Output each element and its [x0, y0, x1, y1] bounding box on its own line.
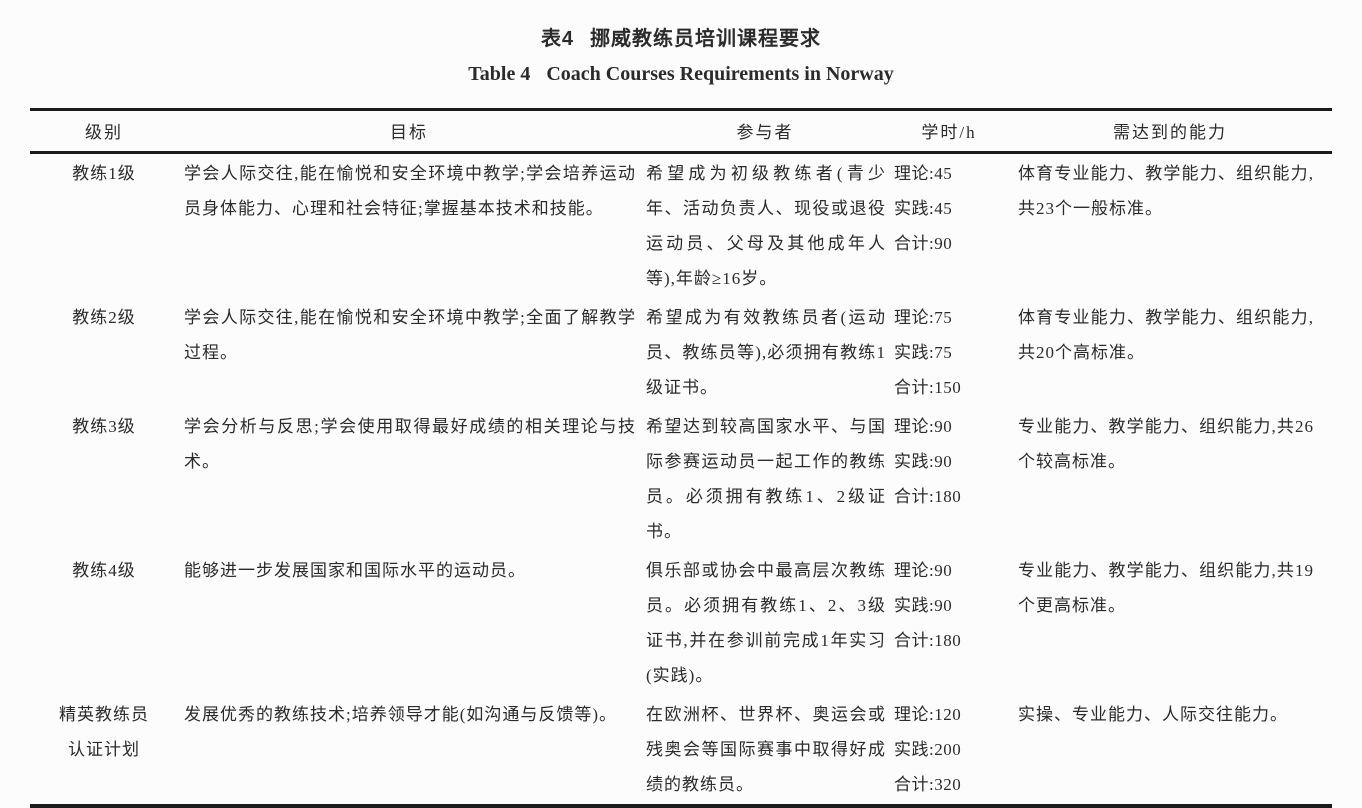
table-caption: 表4 挪威教练员培训课程要求 Table 4 Coach Courses Requi…	[30, 26, 1332, 87]
document-page: 表4 挪威教练员培训课程要求 Table 4 Coach Courses Requi…	[30, 26, 1332, 808]
cell-level: 教练4级	[72, 561, 136, 580]
cell-goal: 能够进一步发展国家和国际水平的运动员。	[184, 561, 526, 580]
column-header-competency: 需达到的能力	[1008, 109, 1332, 154]
cell-competency: 专业能力、教学能力、组织能力,共26个较高标准。	[1018, 417, 1314, 471]
table-title-en: Coach Courses Requirements in Norway	[546, 63, 894, 85]
table-caption-cn: 表4 挪威教练员培训课程要求	[30, 26, 1332, 52]
cell-goal: 发展优秀的教练技术;培养领导才能(如沟通与反馈等)。	[184, 705, 618, 724]
cell-level: 教练1级	[72, 164, 136, 183]
cell-level: 精英教练员 认证计划	[59, 705, 149, 759]
table-number-en: Table 4	[468, 63, 531, 85]
cell-participants: 希望达到较高国家水平、与国际参赛运动员一起工作的教练员。必须拥有教练1、2级证书…	[646, 417, 886, 541]
cell-hours: 理论:75 实践:75 合计:150	[894, 308, 962, 397]
cell-competency: 专业能力、教学能力、组织能力,共19个更高标准。	[1018, 561, 1314, 615]
coach-courses-table: 级别 目标 参与者 学时/h 需达到的能力 教练1级 学会人际交往,能在愉悦和安…	[30, 108, 1332, 808]
column-header-level: 级别	[30, 109, 178, 154]
cell-level: 教练3级	[72, 417, 136, 436]
cell-goal: 学会人际交往,能在愉悦和安全环境中教学;全面了解教学过程。	[184, 308, 636, 362]
cell-competency: 实操、专业能力、人际交往能力。	[1018, 705, 1288, 724]
cell-goal: 学会人际交往,能在愉悦和安全环境中教学;学会培养运动员身体能力、心理和社会特征;…	[184, 164, 636, 218]
cell-hours: 理论:45 实践:45 合计:90	[894, 164, 953, 253]
cell-participants: 希望成为有效教练员者(运动员、教练员等),必须拥有教练1级证书。	[646, 308, 886, 397]
table-row: 教练2级 学会人际交往,能在愉悦和安全环境中教学;全面了解教学过程。 希望成为有…	[30, 298, 1332, 407]
cell-participants: 在欧洲杯、世界杯、奥运会或残奥会等国际赛事中取得好成绩的教练员。	[646, 705, 886, 794]
column-header-goal: 目标	[178, 109, 640, 154]
column-header-participants: 参与者	[640, 109, 890, 154]
cell-participants: 希望成为初级教练者(青少年、活动负责人、现役或退役运动员、父母及其他成年人等),…	[646, 164, 886, 288]
table-row: 教练4级 能够进一步发展国家和国际水平的运动员。 俱乐部或协会中最高层次教练员。…	[30, 551, 1332, 695]
column-header-hours: 学时/h	[890, 109, 1008, 154]
cell-competency: 体育专业能力、教学能力、组织能力,共20个高标准。	[1018, 308, 1314, 362]
table-row: 教练3级 学会分析与反思;学会使用取得最好成绩的相关理论与技术。 希望达到较高国…	[30, 407, 1332, 551]
table-row: 精英教练员 认证计划 发展优秀的教练技术;培养领导才能(如沟通与反馈等)。 在欧…	[30, 695, 1332, 806]
table-caption-en: Table 4 Coach Courses Requirements in Nor…	[30, 61, 1332, 87]
cell-hours: 理论:90 实践:90 合计:180	[894, 561, 962, 650]
cell-hours: 理论:90 实践:90 合计:180	[894, 417, 962, 506]
cell-participants: 俱乐部或协会中最高层次教练员。必须拥有教练1、2、3级证书,并在参训前完成1年实…	[646, 561, 886, 685]
table-number-cn: 表4	[540, 28, 575, 50]
cell-competency: 体育专业能力、教学能力、组织能力,共23个一般标准。	[1018, 164, 1314, 218]
cell-hours: 理论:120 实践:200 合计:320	[894, 705, 962, 794]
table-row: 教练1级 学会人际交往,能在愉悦和安全环境中教学;学会培养运动员身体能力、心理和…	[30, 153, 1332, 299]
table-header-row: 级别 目标 参与者 学时/h 需达到的能力	[30, 109, 1332, 154]
table-title-cn: 挪威教练员培训课程要求	[590, 28, 822, 50]
cell-goal: 学会分析与反思;学会使用取得最好成绩的相关理论与技术。	[184, 417, 636, 471]
cell-level: 教练2级	[72, 308, 136, 327]
